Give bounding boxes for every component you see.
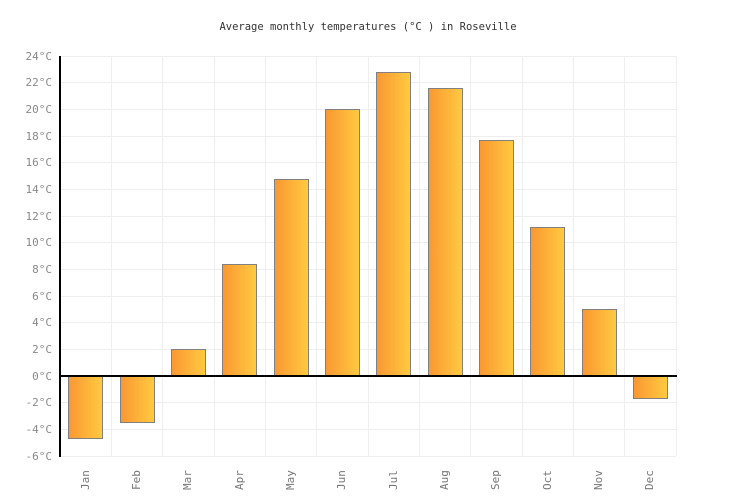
y-tick-label-20: 20°C — [25, 102, 53, 116]
bar-feb — [119, 376, 155, 423]
zero-axis-line — [59, 375, 677, 377]
y-tick-label-22: 22°C — [25, 76, 53, 90]
x-tick-label-apr: Apr — [232, 470, 246, 490]
y-tick-label-12: 12°C — [25, 209, 53, 223]
bar-may — [273, 178, 309, 376]
gridline-v-7 — [418, 56, 420, 456]
bar-apr — [222, 264, 258, 376]
y-tick-label-0: 0°C — [32, 369, 52, 383]
chart-title: Average monthly temperatures (°C ) in Ro… — [219, 21, 517, 33]
gridline-v-10 — [572, 56, 574, 456]
bar-jun — [324, 109, 360, 376]
x-tick-label-jul: Jul — [386, 470, 400, 490]
gridline-v-11 — [624, 56, 626, 456]
y-tick-label-16: 16°C — [25, 156, 53, 170]
bar-jul — [376, 72, 412, 376]
gridline-v-4 — [264, 56, 266, 456]
bar-aug — [427, 88, 463, 376]
x-tick-label-jun: Jun — [335, 470, 349, 490]
gridline-v-1 — [110, 56, 112, 456]
y-tick-label-6: 6°C — [32, 289, 52, 303]
y-tick-label--4: -4°C — [25, 422, 53, 436]
bar-sep — [478, 140, 514, 376]
x-tick-label-nov: Nov — [592, 470, 605, 490]
gridline-v-5 — [316, 56, 318, 456]
bar-jan — [68, 376, 104, 439]
y-tick-label-8: 8°C — [32, 262, 52, 276]
x-tick-label-feb: Feb — [130, 470, 143, 490]
x-tick-label-jan: Jan — [78, 470, 92, 490]
bar-nov — [581, 309, 617, 376]
bar-mar — [170, 349, 206, 376]
x-tick-label-mar: Mar — [181, 470, 195, 490]
gridline-v-6 — [367, 56, 369, 456]
gridline-v-2 — [162, 56, 164, 456]
y-axis-line — [59, 56, 61, 457]
y-tick-label-4: 4°C — [32, 316, 52, 330]
y-tick-label-2: 2°C — [32, 342, 52, 356]
gridline-v-9 — [521, 56, 523, 456]
x-tick-label-may: May — [284, 470, 297, 490]
y-tick-label-24: 24°C — [25, 49, 53, 63]
bar-oct — [530, 226, 566, 376]
y-tick-label--6: -6°C — [25, 449, 53, 463]
x-tick-label-oct: Oct — [540, 470, 554, 490]
y-tick-label--2: -2°C — [25, 396, 53, 410]
gridline-v-8 — [470, 56, 472, 456]
gridline-v-12 — [675, 56, 677, 456]
bar-dec — [632, 376, 668, 399]
y-tick-label-14: 14°C — [25, 182, 53, 196]
gridline-v-3 — [213, 56, 215, 456]
x-tick-label-aug: Aug — [438, 470, 451, 490]
x-tick-label-sep: Sep — [489, 470, 503, 490]
y-tick-label-18: 18°C — [25, 129, 53, 143]
x-tick-label-dec: Dec — [643, 470, 657, 490]
gridline-h--6 — [60, 455, 676, 457]
y-tick-label-10: 10°C — [25, 236, 53, 250]
